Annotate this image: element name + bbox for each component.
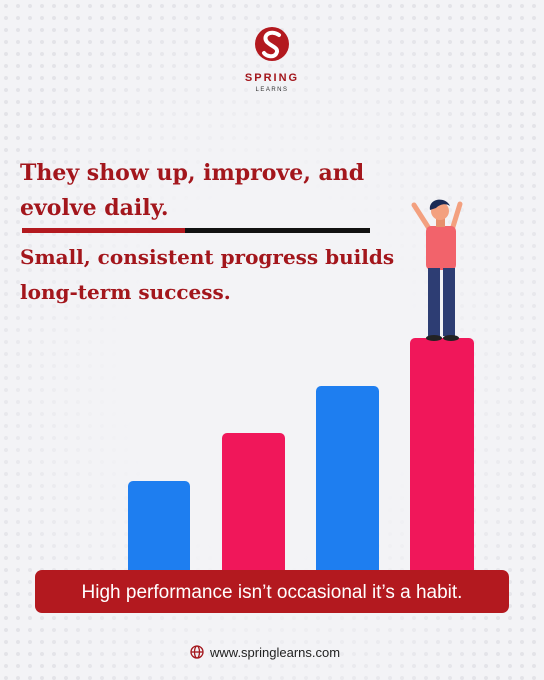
deco-bar: [128, 481, 190, 581]
divider-black: [185, 228, 370, 233]
brand-name: SPRING: [245, 72, 299, 84]
deco-bar: [410, 338, 474, 581]
banner: [35, 570, 509, 613]
subheading-line: long-term success.: [20, 280, 231, 304]
deco-bar: [316, 386, 379, 581]
person-illustration: [411, 199, 463, 341]
banner-text: High performance isn’t occasional it’s a…: [82, 582, 463, 603]
brand-tagline: LEARNS: [255, 87, 288, 93]
subheading-line: Small, consistent progress builds: [20, 245, 394, 269]
heading-line: They show up, improve, and: [20, 160, 364, 186]
logo: SPRING LEARNS: [245, 27, 299, 93]
heading-line: evolve daily.: [20, 195, 169, 221]
website: www.springlearns.com: [209, 645, 340, 660]
globe-icon: [190, 645, 204, 659]
deco-bar: [222, 433, 285, 581]
divider-red: [22, 228, 185, 233]
